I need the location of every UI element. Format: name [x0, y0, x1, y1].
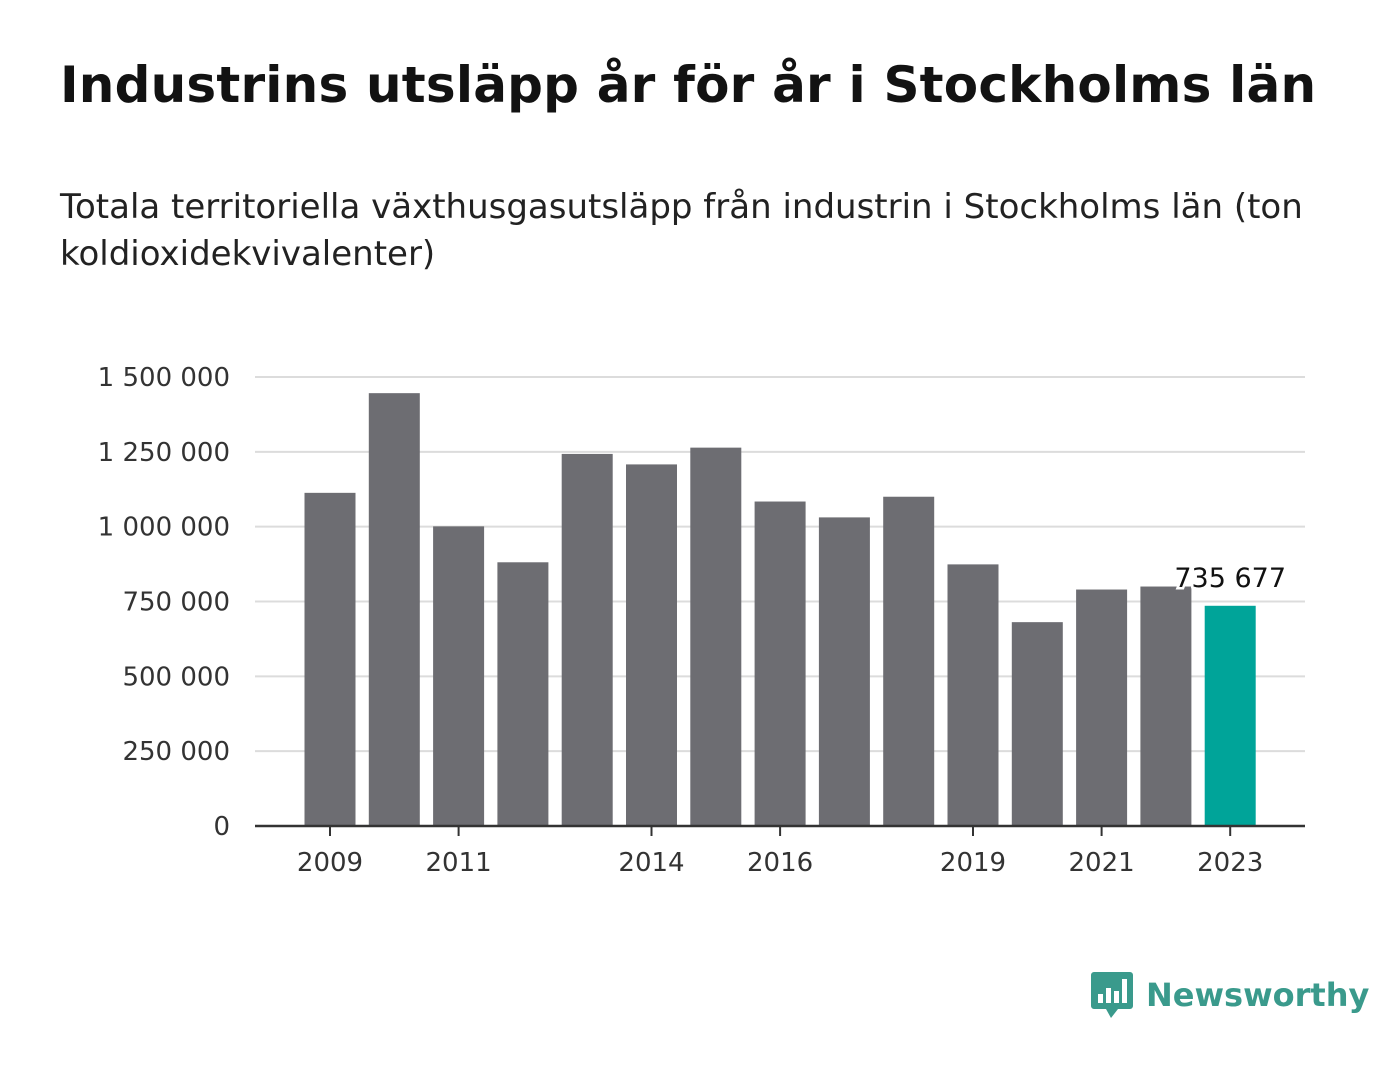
bars [304, 393, 1256, 826]
x-tick-label: 2023 [1197, 848, 1263, 878]
bar-2013 [561, 453, 613, 826]
bar-2018 [883, 496, 935, 826]
data-label: 735 677 [1174, 563, 1286, 594]
bar-2009 [304, 492, 356, 826]
bar-2010 [368, 393, 420, 826]
bar-2016 [754, 501, 806, 826]
bar-2020 [1011, 622, 1063, 826]
x-tick-label: 2011 [426, 848, 492, 878]
y-tick-label: 0 [213, 812, 230, 842]
x-tick-label: 2019 [940, 848, 1006, 878]
bar-2015 [690, 447, 742, 826]
bar-2023 [1204, 605, 1256, 826]
bar-2019 [947, 564, 999, 826]
x-axis-tick-labels: 2009 2011 2014 2016 2019 2021 2023 [297, 848, 1263, 878]
x-axis [255, 824, 1305, 836]
y-axis-tick-labels: 0 250 000 500 000 750 000 1 000 000 1 250 000… [98, 363, 230, 842]
x-tick-label: 2014 [618, 848, 684, 878]
brand-name: Newsworthy [1146, 976, 1370, 1014]
bar-2012 [497, 562, 549, 826]
bar-2021 [1076, 589, 1128, 826]
y-tick-label: 1 500 000 [98, 363, 230, 393]
bar-chart-speech-bubble-icon [1091, 972, 1133, 1018]
bar-2017 [818, 517, 870, 826]
x-tick-label: 2009 [297, 848, 363, 878]
chart-title: Industrins utsläpp år för år i Stockholm… [60, 56, 1317, 114]
bar-2022 [1140, 586, 1192, 826]
y-tick-label: 1 000 000 [98, 513, 230, 543]
annotations: 735 677 [1172, 560, 1289, 596]
bar-2014 [626, 464, 677, 826]
x-tick-label: 2021 [1069, 848, 1135, 878]
y-tick-label: 500 000 [122, 662, 230, 692]
y-tick-label: 250 000 [122, 737, 230, 767]
x-tick-label: 2016 [747, 848, 813, 878]
chart-subtitle: Totala territoriella växthusgasutsläpp f… [60, 187, 1303, 274]
y-tick-label: 1 250 000 [98, 438, 230, 468]
y-tick-label: 750 000 [122, 588, 230, 618]
bar-2011 [433, 526, 485, 826]
brand-logo: Newsworthy [1090, 970, 1369, 1020]
